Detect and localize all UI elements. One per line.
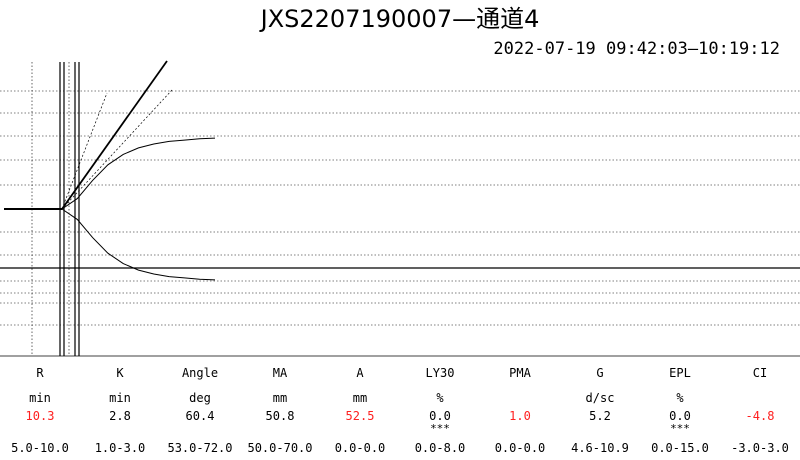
angle-line (61, 60, 168, 210)
param-name: R (36, 366, 44, 380)
trace-upper (61, 137, 216, 210)
trace-lower (61, 208, 216, 281)
angle-guide-steep (61, 92, 108, 210)
param-range: 0.0-0.0 (494, 441, 546, 455)
param-range: 0.0-8.0 (414, 441, 466, 455)
param-range: 1.0-3.0 (94, 441, 146, 455)
param-name: LY30 (425, 366, 455, 380)
param-unit: min (109, 391, 131, 405)
param-value: 5.2 (589, 409, 611, 423)
param-value: 2.8 (109, 409, 131, 423)
param-range: -3.0-3.0 (731, 441, 789, 455)
param-value: 1.0 (509, 409, 531, 423)
param-name: K (116, 366, 124, 380)
param-unit: % (436, 391, 444, 405)
param-unit: deg (189, 391, 211, 405)
param-value: 50.8 (265, 409, 295, 423)
angle-guide-shallow (61, 89, 173, 210)
time-range: 2022-07-19 09:42:03—10:19:12 (493, 39, 780, 59)
param-value: -4.8 (745, 409, 775, 423)
param-name: A (356, 366, 364, 380)
param-value: 0.0 (669, 409, 691, 423)
param-unit: mm (272, 391, 288, 405)
param-unit: mm (352, 391, 368, 405)
teg-trace-chart (0, 60, 800, 357)
param-range: 5.0-10.0 (11, 441, 69, 455)
param-name: Angle (181, 366, 219, 380)
param-unit-row: min min deg mm mm% d/sc% (0, 389, 800, 407)
param-unit: d/sc (585, 391, 615, 405)
param-name: EPL (669, 366, 691, 380)
param-range: 50.0-70.0 (247, 441, 313, 455)
param-range: 0.0-0.0 (334, 441, 386, 455)
param-range: 0.0-15.0 (651, 441, 709, 455)
param-unit: % (676, 391, 684, 405)
trace-layer (4, 60, 216, 281)
chart-title: JXS2207190007—通道4 (260, 5, 540, 33)
param-value: 0.0 (429, 409, 451, 423)
param-value: 10.3 (25, 409, 55, 423)
param-range: 4.6-10.9 (571, 441, 629, 455)
param-range: 53.0-72.0 (167, 441, 233, 455)
param-name: MA (272, 366, 288, 380)
param-unit: min (29, 391, 51, 405)
param-name-row: R K Angle MA A LY30 PMA G EPL CI (0, 364, 800, 382)
param-range-row: 5.0-10.0 1.0-3.0 53.0-72.0 50.0-70.0 0.0-0.0… (0, 439, 800, 457)
param-name: G (596, 366, 604, 380)
param-value: 52.5 (345, 409, 375, 423)
param-value: 60.4 (185, 409, 215, 423)
grid-layer (0, 90, 800, 357)
param-flag: *** (430, 422, 450, 435)
param-value-row: 10.3 2.8 60.4 50.8 52.5 0.0 1.0 5.2 0.0 -4.8 (0, 407, 800, 425)
parameter-table: R K Angle MA A LY30 PMA G EPL CI min min deg mm mm% d/… (0, 362, 800, 460)
param-flag-row: *** *** (0, 420, 800, 438)
param-name: CI (752, 366, 768, 380)
param-flag: *** (670, 422, 690, 435)
param-name: PMA (509, 366, 531, 380)
